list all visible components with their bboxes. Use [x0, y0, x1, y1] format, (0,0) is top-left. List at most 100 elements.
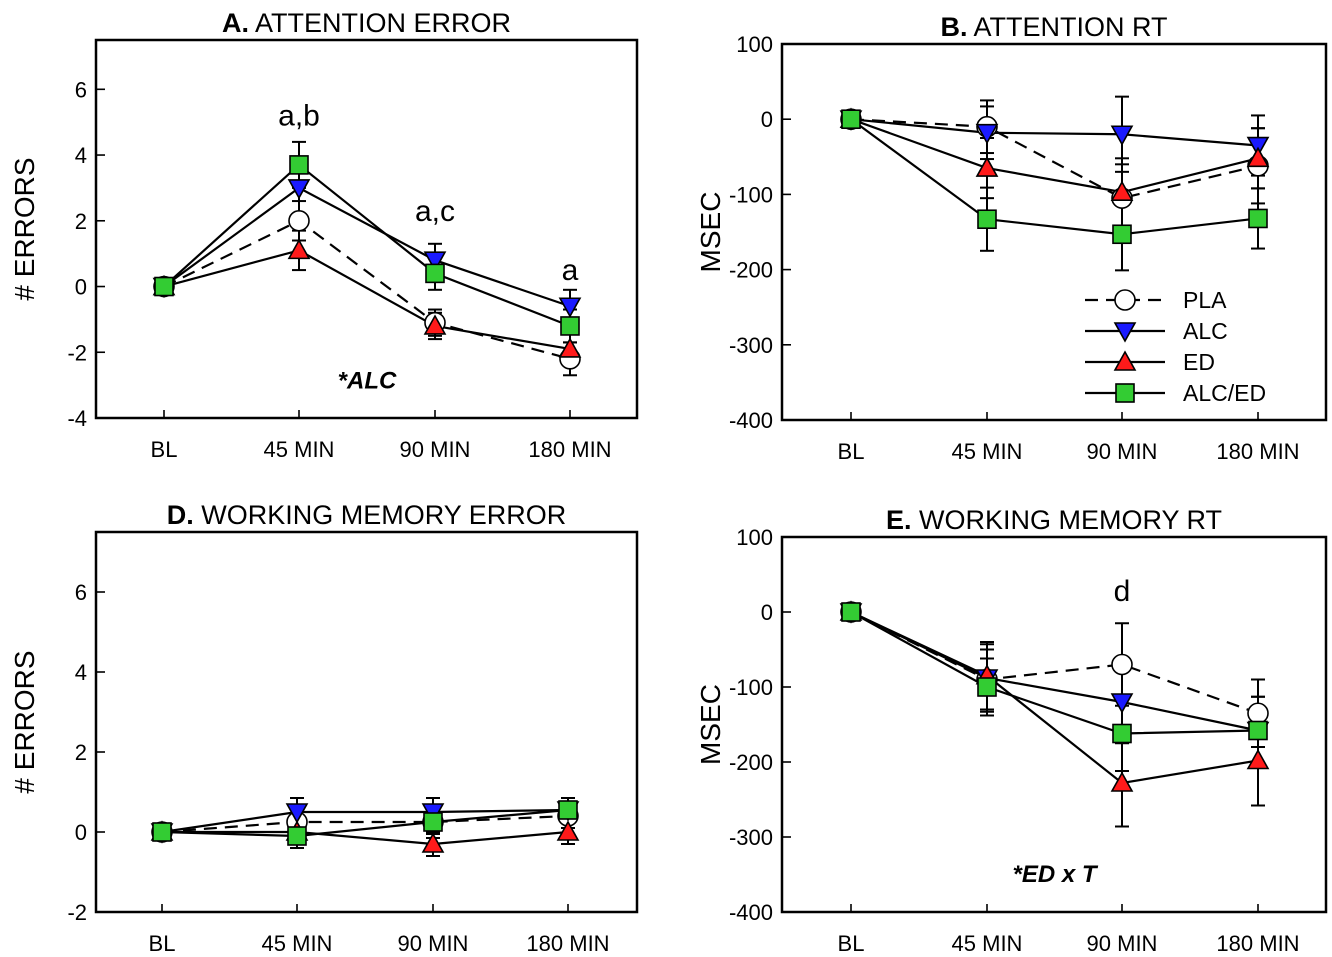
- data-point: [425, 263, 445, 284]
- series-line: [163, 186, 571, 308]
- y-tick-label: -400: [729, 900, 773, 925]
- series-line: [161, 808, 569, 834]
- data-point: [288, 209, 310, 232]
- data-point: [152, 822, 172, 842]
- title-space: [194, 500, 202, 530]
- annotation: d: [1114, 575, 1131, 608]
- series-line: [162, 830, 569, 846]
- x-tick-label: 90 MIN: [398, 931, 469, 956]
- data-point: [1247, 702, 1269, 725]
- y-tick-label: -300: [729, 333, 773, 358]
- x-tick-label: 45 MIN: [264, 437, 335, 462]
- y-tick-label: -400: [729, 408, 773, 433]
- series-line: [163, 249, 571, 351]
- annotation: a,c: [415, 195, 455, 228]
- title-text: WORKING MEMORY RT: [919, 505, 1222, 535]
- chart-panel-4: E. WORKING MEMORY RT -400 -300 -200 -100 0 100…: [695, 505, 1328, 956]
- x-tick-label: 45 MIN: [952, 439, 1023, 464]
- y-tick-label: 100: [736, 525, 773, 550]
- series-line: [850, 118, 1259, 200]
- data-point: [1248, 208, 1268, 229]
- y-tick-label: 100: [736, 32, 773, 57]
- data-point: [1246, 136, 1270, 158]
- data-point: [1110, 125, 1134, 146]
- y-tick-label: -100: [729, 182, 773, 207]
- markers-pla: [840, 601, 1269, 725]
- data-point: [1110, 180, 1134, 201]
- legend-label: PLA: [1183, 287, 1227, 313]
- plot-frame: [780, 42, 1328, 422]
- chart-panel-2: B. ATTENTION RT -400 -300 -200 -100 0 100 BL 45 …: [695, 12, 1328, 464]
- data-point: [975, 156, 999, 177]
- x-tick-label: 180 MIN: [526, 931, 609, 956]
- series-line: [850, 118, 1259, 194]
- data-point: [977, 677, 997, 697]
- x-tick-label: BL: [151, 437, 178, 462]
- series-ed: [155, 819, 575, 857]
- y-tick-label: 2: [75, 209, 87, 234]
- data-point: [977, 209, 997, 230]
- chart-title: D. WORKING MEMORY ERROR: [167, 500, 567, 530]
- y-tick-label: -200: [729, 750, 773, 775]
- x-tick-label: 90 MIN: [1087, 439, 1158, 464]
- markers-ed: [839, 600, 1270, 792]
- series-ed: [844, 605, 1265, 828]
- data-point: [1112, 224, 1132, 245]
- markers-alc-ed: [152, 800, 578, 846]
- series-line: [850, 118, 1259, 236]
- data-point: [1111, 653, 1133, 676]
- series-line: [161, 808, 569, 838]
- plot-frame: [94, 38, 639, 420]
- chart-title: E. WORKING MEMORY RT: [886, 505, 1222, 535]
- y-tick-label: 0: [75, 275, 87, 300]
- legend-label: ED: [1183, 349, 1215, 375]
- data-point: [423, 251, 447, 272]
- y-tick-label: 0: [761, 600, 773, 625]
- data-point: [1246, 146, 1270, 168]
- data-point: [1110, 771, 1134, 792]
- series-pla: [844, 605, 1265, 748]
- series-line: [850, 611, 1259, 785]
- series-line: [850, 611, 1259, 735]
- series-line: [850, 611, 1259, 715]
- series-line: [163, 219, 571, 360]
- panel-letter: D.: [167, 500, 194, 530]
- data-point: [841, 602, 861, 622]
- data-point: [560, 316, 580, 336]
- data-point: [285, 803, 309, 824]
- data-point: [558, 800, 578, 820]
- panel-letter: A.: [222, 8, 249, 38]
- data-point: [287, 179, 311, 200]
- y-tick-label: 0: [75, 820, 87, 845]
- series-pla: [844, 99, 1265, 233]
- legend-marker: [1113, 322, 1137, 343]
- series-line: [161, 814, 569, 834]
- annotation: a: [562, 254, 579, 287]
- x-tick-label: 180 MIN: [1216, 931, 1299, 956]
- x-tick-label: 45 MIN: [952, 931, 1023, 956]
- x-tick-label: 180 MIN: [1216, 439, 1299, 464]
- series-ed: [157, 229, 577, 367]
- chart-title: A. ATTENTION ERROR: [222, 8, 511, 38]
- y-tick-label: 4: [75, 143, 87, 168]
- y-tick-label: -4: [67, 406, 87, 431]
- series-alc-ed: [157, 140, 577, 344]
- data-point: [1246, 748, 1270, 770]
- legend: PLA ALC ED ALC/ED: [1085, 287, 1266, 406]
- y-axis-label: # ERRORS: [9, 650, 40, 793]
- data-point: [558, 297, 582, 318]
- data-point: [423, 812, 443, 832]
- y-tick-label: -2: [67, 900, 87, 925]
- data-point: [423, 314, 447, 335]
- y-tick-label: 2: [75, 740, 87, 765]
- panel-letter: B.: [940, 12, 967, 42]
- markers-alc-ed: [841, 109, 1268, 245]
- y-tick-label: 6: [75, 580, 87, 605]
- data-point: [287, 238, 311, 260]
- chart-title: B. ATTENTION RT: [940, 12, 1167, 42]
- x-tick-label: BL: [149, 931, 176, 956]
- y-axis-label: MSEC: [695, 684, 726, 765]
- data-point: [556, 820, 580, 841]
- data-point: [1112, 723, 1132, 744]
- plot-frame: [780, 535, 1328, 914]
